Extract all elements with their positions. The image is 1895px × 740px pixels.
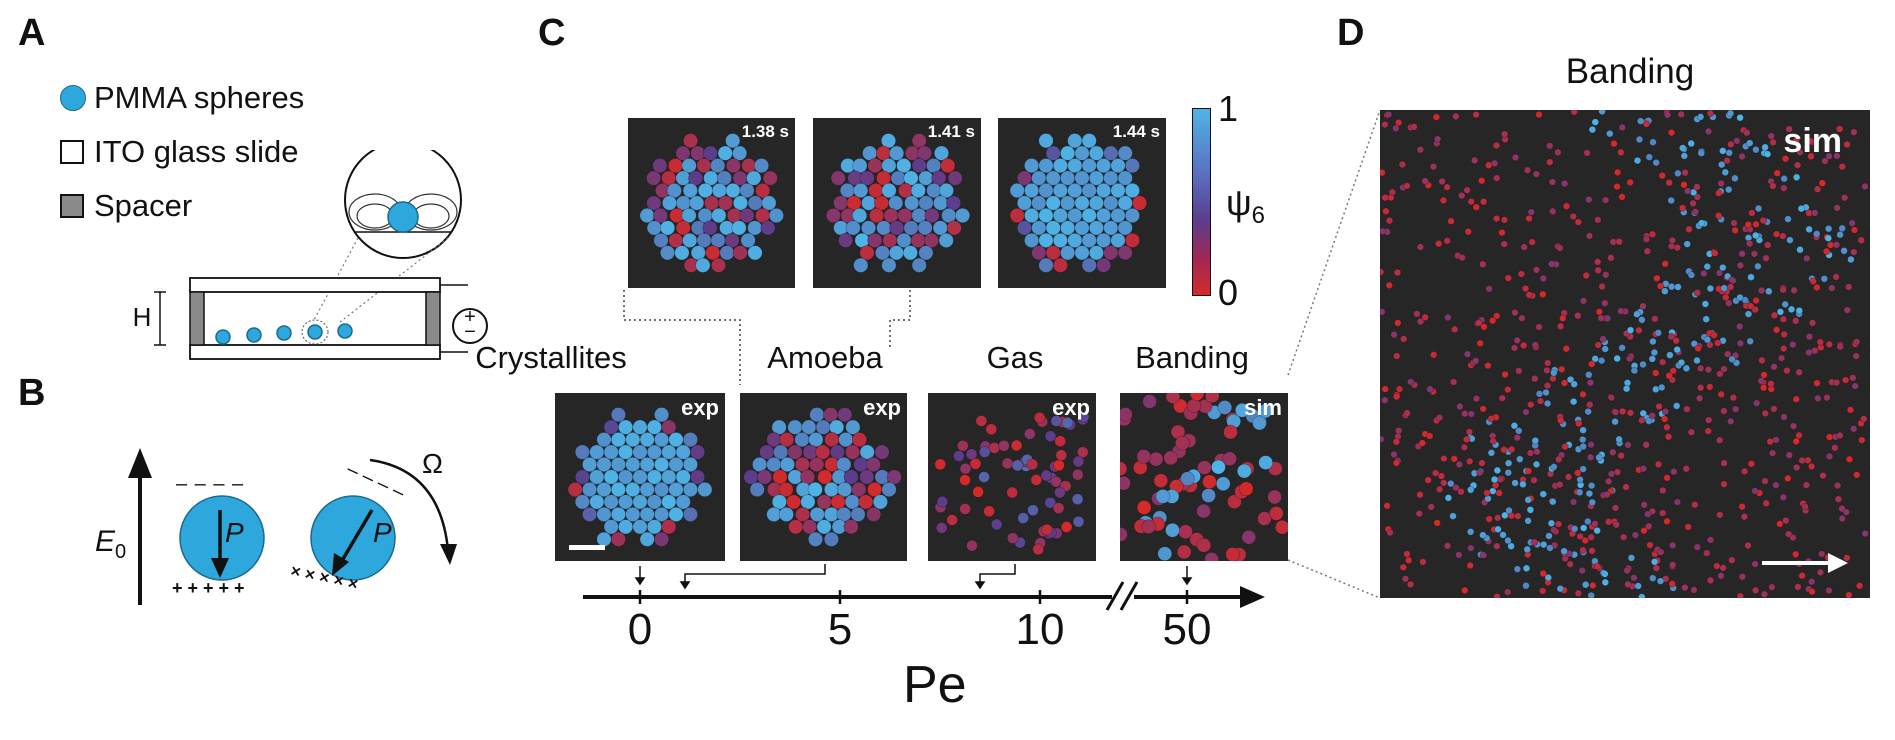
charge-top: – – – –: [176, 473, 245, 495]
field-label: E0: [95, 525, 127, 563]
top-slide: [189, 277, 441, 293]
banding-simulation-image: sim: [1380, 110, 1870, 598]
spacer-swatch-icon: [60, 194, 84, 218]
legend-spacer-label: Spacer: [94, 188, 193, 223]
dipole-label: P: [225, 517, 244, 548]
charge-bottom: + + + + +: [172, 578, 245, 598]
phase-label-amoeba: Amoeba: [767, 340, 883, 375]
phase-tag-amoeba: exp: [863, 395, 901, 420]
legend-spacer: Spacer: [60, 188, 192, 224]
panel-letter-c: C: [538, 12, 566, 54]
tick-50: 50: [1162, 605, 1212, 654]
phase-image-crystallites: exp: [555, 393, 725, 561]
panel-letter-a: A: [18, 12, 46, 54]
direction-arrow-icon: [1762, 553, 1848, 573]
rotation-label: Ω: [422, 448, 443, 479]
phase-image-banding: sim: [1120, 393, 1288, 561]
legend-ito: ITO glass slide: [60, 134, 298, 170]
sphere-static: [179, 495, 265, 581]
snapshot-connectors: [623, 290, 911, 385]
battery-icon: + −: [452, 306, 488, 344]
colorbar-label: ψ6: [1226, 182, 1266, 230]
colorbar-max: 1: [1218, 88, 1239, 129]
bottom-slide: [189, 344, 441, 360]
tick-0: 0: [627, 605, 653, 654]
phase-label-gas: Gas: [986, 340, 1044, 375]
snapshot-3: 1.44 s: [998, 118, 1166, 288]
timestamp-2: 1.41 s: [927, 122, 975, 141]
legend-spheres: PMMA spheres: [60, 80, 304, 116]
field-arrow-icon: [128, 448, 152, 478]
battery-plus: +: [464, 306, 476, 328]
panel-d-title: Banding: [1565, 52, 1695, 91]
colorbar-min: 0: [1218, 272, 1239, 313]
phase-tag-crystallites: exp: [681, 395, 719, 420]
scale-bar: [569, 545, 605, 550]
phase-image-amoeba: exp: [740, 393, 907, 561]
battery-minus: −: [464, 321, 476, 343]
height-label: H: [133, 302, 152, 332]
legend-spheres-label: PMMA spheres: [94, 80, 305, 115]
spacer-right: [425, 291, 441, 346]
panel-d-tag: sim: [1783, 122, 1842, 160]
dipole-arrow-icon: [211, 558, 229, 578]
panel-letter-b: B: [18, 372, 46, 414]
tick-10: 10: [1015, 605, 1065, 654]
sphere-swatch-icon: [60, 85, 86, 111]
zoom-connectors: [1287, 109, 1381, 599]
sphere-rotating: [310, 495, 396, 581]
axis-arrow-icon: [1240, 586, 1265, 608]
pe-axis: [583, 564, 1265, 612]
phase-image-gas: exp: [928, 393, 1096, 561]
cell-diagram: H: [133, 150, 468, 360]
phase-tag-banding: sim: [1244, 395, 1282, 420]
snapshot-1: 1.38 s: [628, 118, 795, 288]
spacer-left: [189, 291, 205, 346]
dipole-rotated-arrow-icon: [332, 553, 349, 576]
phase-tag-gas: exp: [1052, 395, 1090, 420]
zoomed-sphere: [387, 201, 419, 233]
cell-spheres: [215, 323, 353, 345]
ito-swatch-icon: [60, 140, 84, 164]
rotation-arrow-icon: [440, 544, 457, 565]
panel-letter-d: D: [1337, 12, 1365, 54]
tick-5: 5: [827, 605, 853, 654]
phase-label-crystallites: Crystallites: [475, 340, 627, 375]
colorbar: [1192, 108, 1211, 296]
dipole-diagram: [128, 448, 457, 605]
timestamp-1: 1.38 s: [741, 122, 789, 141]
rotation-arc: [369, 458, 450, 551]
axis-label-pe: Pe: [903, 656, 967, 714]
legend-ito-label: ITO glass slide: [94, 134, 299, 169]
phase-label-banding: Banding: [1135, 340, 1249, 375]
dipole-rotated-label: P: [373, 517, 392, 548]
snapshot-2: 1.41 s: [813, 118, 981, 288]
timestamp-3: 1.44 s: [1112, 122, 1160, 141]
